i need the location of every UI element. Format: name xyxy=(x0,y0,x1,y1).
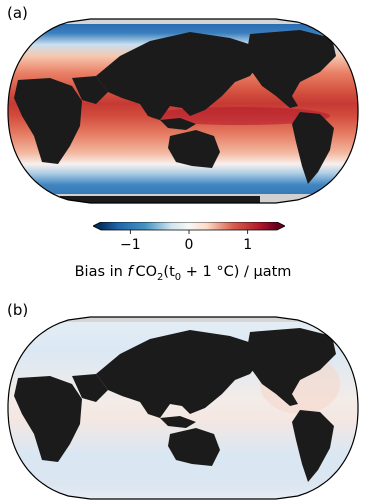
south-america-b xyxy=(292,410,334,482)
north-america-a xyxy=(246,30,336,108)
colorbar-tick-label-2: 1 xyxy=(243,237,252,252)
africa-b xyxy=(14,376,82,462)
africa-a xyxy=(14,78,82,164)
australia-b xyxy=(168,428,220,466)
panel-label-a: (a) xyxy=(7,4,28,22)
colorbar-extend-low xyxy=(93,222,101,230)
map-panel-a xyxy=(7,18,359,204)
colorbar: −1 0 1 xyxy=(93,222,285,252)
south-america-a xyxy=(292,112,334,184)
arctic-ice-a xyxy=(8,19,358,24)
australia-a xyxy=(168,130,220,168)
colorbar-tick-label-0: −1 xyxy=(120,237,141,252)
eurasia-b xyxy=(96,330,262,418)
panel-label-b: (b) xyxy=(7,301,29,319)
north-america-b xyxy=(246,328,336,406)
colorbar-extend-high xyxy=(277,222,285,230)
colorbar-title: Bias in f CO2(t0 + 1 °C) / µatm xyxy=(74,264,292,283)
arctic-ice-b xyxy=(8,317,358,322)
colorbar-gradient xyxy=(101,222,277,230)
colorbar-tick-label-1: 0 xyxy=(185,237,194,252)
map-panel-b xyxy=(7,316,359,500)
eurasia-a xyxy=(96,32,262,120)
